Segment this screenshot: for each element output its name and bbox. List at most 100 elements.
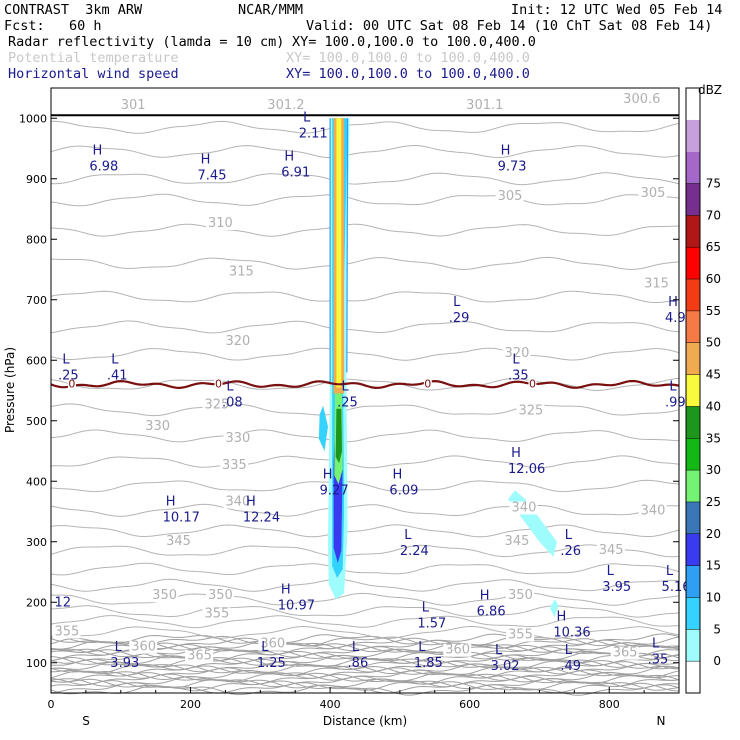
theta-label-bg — [509, 501, 538, 515]
colorbar-label: 55 — [706, 304, 721, 318]
colorbar-label: 30 — [706, 463, 721, 477]
theta-contour — [50, 605, 680, 618]
colorbar-label: 20 — [706, 527, 721, 541]
theta-label: 301 — [121, 98, 146, 113]
theta-label: 325 — [205, 398, 230, 413]
colorbar-label: 10 — [706, 590, 721, 604]
theta-label: 360 — [131, 640, 156, 655]
theta-label: 320 — [225, 334, 250, 349]
theta-label: 365 — [613, 646, 638, 661]
theta-contour — [50, 503, 680, 517]
wind-extremum-value: 10.17 — [163, 511, 200, 526]
theta-label: 345 — [166, 534, 191, 549]
theta-label-bg — [185, 649, 214, 663]
wind-extremum-value: 4.9 — [665, 311, 686, 326]
valid-time: Valid: 00 UTC Sat 08 Feb 14 (10 ChT Sat … — [306, 18, 713, 34]
wind-extremum-marker: L — [512, 352, 520, 367]
colorbar-swatch — [686, 215, 700, 248]
theta-label: 355 — [205, 606, 230, 621]
wind-extremum-marker: L — [404, 528, 412, 543]
wind-extremum-marker: H — [511, 446, 521, 461]
colorbar-swatch — [686, 183, 700, 216]
theta-label-bg — [223, 495, 252, 509]
wind-extremum-marker: H — [246, 495, 256, 510]
wind-extremum-marker: H — [480, 588, 490, 603]
theta-label-bg — [164, 534, 193, 548]
theta-label: 310 — [208, 216, 233, 231]
theta-label: 305 — [498, 189, 523, 204]
wind-extremum-marker: H — [557, 610, 567, 625]
freezing-level-label: 0 — [424, 377, 431, 390]
theta-label: 350 — [152, 588, 177, 603]
wind-extrema: L3.93L1.25L.86L1.85L3.02L.49L.35L1.57H6.… — [54, 110, 690, 673]
freezing-level: 0 0 0 0 — [50, 377, 680, 390]
wind-extremum-marker: L — [226, 380, 234, 395]
wind-extremum-value: 6.09 — [389, 483, 418, 498]
theta-label-bg — [265, 99, 310, 113]
freezing-level-label: 0 — [529, 377, 536, 390]
theta-label-bg — [219, 459, 248, 473]
theta-label-bg — [502, 347, 531, 361]
colorbar-swatch — [686, 342, 700, 375]
colorbar: 0 5 10 15 20 25 30 35 40 45 50 55 60 65 70 75 — [685, 87, 721, 694]
wind-extremum-value: 9.73 — [498, 160, 527, 175]
colorbar-swatch — [686, 247, 700, 280]
theta-label: 355 — [508, 628, 533, 643]
theta-label: 350 — [208, 588, 233, 603]
y-tick-label: 900 — [26, 173, 47, 186]
x-tick-label: 0 — [48, 698, 55, 711]
theta-label-bg — [495, 189, 524, 203]
wind-extremum-value: 6.91 — [281, 166, 310, 181]
wind-extremum-marker: L — [341, 380, 349, 395]
theta-contour — [51, 625, 680, 639]
colorbar-swatch — [686, 470, 700, 502]
colorbar-swatch — [686, 597, 700, 630]
theta-label-bg — [150, 589, 179, 603]
y-tick-label: 1000 — [19, 112, 47, 125]
reflectivity-edge — [346, 118, 349, 373]
colorbar-label: 50 — [706, 336, 721, 350]
theta-contour — [50, 667, 680, 679]
wind-extremum-marker: H — [668, 295, 678, 310]
colorbar-swatch — [686, 406, 700, 439]
wind-extremum-marker: H — [323, 467, 333, 482]
theta-label-bg — [223, 431, 252, 445]
freezing-label-bg — [67, 378, 76, 389]
y-tick-label: 600 — [26, 354, 47, 367]
theta-label: 340 — [225, 494, 250, 509]
theta-contour — [50, 290, 680, 303]
colorbar-label: 45 — [706, 368, 721, 382]
plot-area — [51, 88, 679, 693]
init-time: Init: 12 UTC Wed 05 Feb 14 — [511, 2, 723, 18]
theta-label: 350 — [508, 588, 533, 603]
north-label: N — [657, 714, 666, 728]
y-tick-label: 200 — [26, 596, 47, 609]
wind-extremum-value: 1.25 — [257, 656, 286, 671]
theta-contour — [50, 193, 680, 207]
theta-contour — [51, 172, 680, 186]
wind-extremum-marker: H — [201, 153, 211, 168]
freezing-label-bg — [214, 378, 223, 389]
theta-contour — [50, 633, 680, 645]
theta-label-bg — [52, 625, 81, 639]
colorbar-swatch — [686, 661, 700, 693]
theta-contours — [50, 120, 680, 696]
colorbar-label: 75 — [706, 177, 721, 191]
wind-extremum-value: 9.27 — [320, 483, 349, 498]
y-tick-label: 500 — [26, 415, 47, 428]
theta-contour — [50, 223, 680, 237]
y-tick-label: 700 — [26, 294, 47, 307]
wind-extremum-marker: H — [284, 150, 294, 165]
wind-extremum-value: 12 — [54, 595, 71, 610]
theta-label: 330 — [225, 431, 250, 446]
freezing-level-label: 0 — [215, 377, 222, 390]
colorbar-label: 40 — [706, 399, 721, 413]
theta-label-bg — [206, 589, 234, 603]
wind-extremum-marker: H — [166, 495, 176, 510]
wind-extremum-value: .29 — [449, 311, 470, 326]
colorbar-frame — [685, 87, 701, 694]
colorbar-label: 70 — [706, 208, 721, 222]
y-axis-title: Pressure (hPa) — [3, 347, 17, 433]
colorbar-swatch — [686, 310, 700, 343]
theta-label: 325 — [519, 404, 544, 419]
